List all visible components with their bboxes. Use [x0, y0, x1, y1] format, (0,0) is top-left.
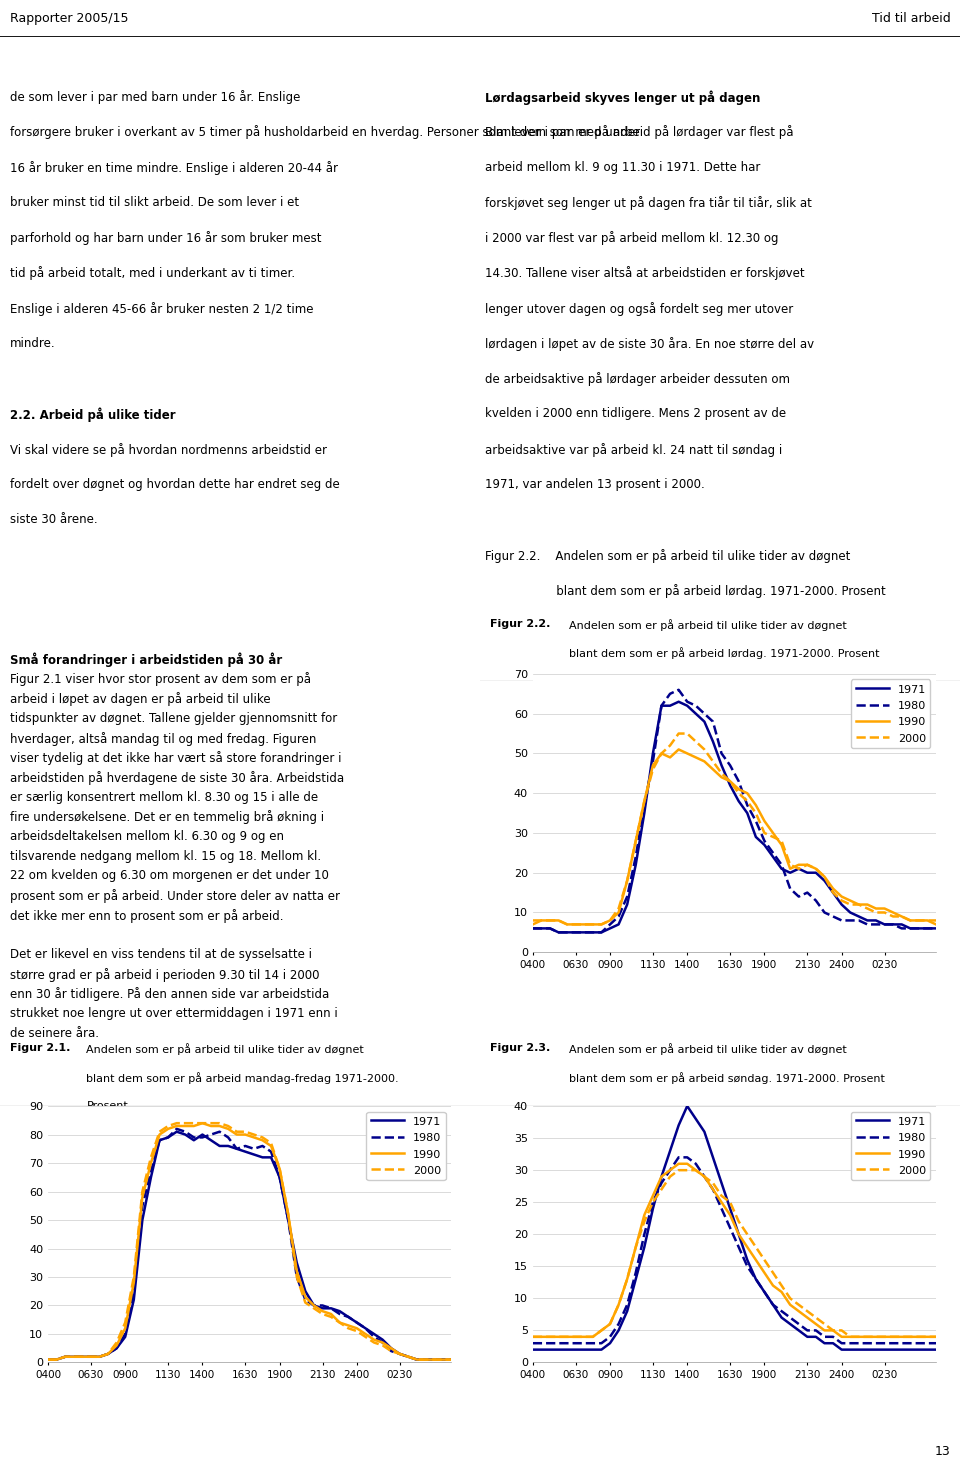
Legend: 1971, 1980, 1990, 2000: 1971, 1980, 1990, 2000 — [367, 1112, 445, 1181]
Text: Figur 2.2.: Figur 2.2. — [490, 618, 550, 628]
Text: forskjøvet seg lenger ut på dagen fra tiår til tiår, slik at: forskjøvet seg lenger ut på dagen fra ti… — [485, 196, 811, 209]
Text: arbeidstiden på hverdagene de siste 30 åra. Arbeidstida: arbeidstiden på hverdagene de siste 30 å… — [10, 771, 344, 785]
Text: Figur 2.1 viser hvor stor prosent av dem som er på: Figur 2.1 viser hvor stor prosent av dem… — [10, 672, 311, 687]
Text: tilsvarende nedgang mellom kl. 15 og 18. Mellom kl.: tilsvarende nedgang mellom kl. 15 og 18.… — [10, 850, 321, 863]
Text: Blant dem som er på arbeid på lørdager var flest på: Blant dem som er på arbeid på lørdager v… — [485, 126, 793, 139]
Text: fordelt over døgnet og hvordan dette har endret seg de: fordelt over døgnet og hvordan dette har… — [10, 478, 339, 491]
Text: 13: 13 — [935, 1446, 950, 1458]
Text: fire undersøkelsene. Det er en temmelig brå økning i: fire undersøkelsene. Det er en temmelig … — [10, 810, 324, 825]
Text: Rapporter 2005/15: Rapporter 2005/15 — [10, 12, 128, 25]
Text: Små forandringer i arbeidstiden på 30 år: Små forandringer i arbeidstiden på 30 år — [10, 653, 282, 668]
Text: lenger utover dagen og også fordelt seg mer utover: lenger utover dagen og også fordelt seg … — [485, 302, 793, 315]
Text: kvelden i 2000 enn tidligere. Mens 2 prosent av de: kvelden i 2000 enn tidligere. Mens 2 pro… — [485, 407, 786, 420]
Text: blant dem som er på arbeid søndag. 1971-2000. Prosent: blant dem som er på arbeid søndag. 1971-… — [568, 1072, 885, 1084]
Text: de seinere åra.: de seinere åra. — [10, 1027, 99, 1040]
Text: 16 år bruker en time mindre. Enslige i alderen 20-44 år: 16 år bruker en time mindre. Enslige i a… — [10, 161, 338, 174]
Text: 1971, var andelen 13 prosent i 2000.: 1971, var andelen 13 prosent i 2000. — [485, 478, 705, 491]
Text: de arbeidsaktive på lørdager arbeider dessuten om: de arbeidsaktive på lørdager arbeider de… — [485, 372, 790, 387]
Text: blant dem som er på arbeid mandag-fredag 1971-2000.: blant dem som er på arbeid mandag-fredag… — [86, 1072, 399, 1084]
Text: lørdagen i løpet av de siste 30 åra. En noe større del av: lørdagen i løpet av de siste 30 åra. En … — [485, 337, 814, 352]
Text: viser tydelig at det ikke har vært så store forandringer i: viser tydelig at det ikke har vært så st… — [10, 752, 341, 765]
Text: bruker minst tid til slikt arbeid. De som lever i et: bruker minst tid til slikt arbeid. De so… — [10, 196, 299, 209]
Text: parforhold og har barn under 16 år som bruker mest: parforhold og har barn under 16 år som b… — [10, 231, 321, 245]
Text: de som lever i par med barn under 16 år. Enslige: de som lever i par med barn under 16 år.… — [10, 91, 300, 104]
Text: Vi skal videre se på hvordan nordmenns arbeidstid er: Vi skal videre se på hvordan nordmenns a… — [10, 442, 326, 457]
Text: arbeidsaktive var på arbeid kl. 24 natt til søndag i: arbeidsaktive var på arbeid kl. 24 natt … — [485, 442, 782, 457]
Text: Figur 2.3.: Figur 2.3. — [490, 1043, 550, 1053]
Text: Det er likevel en viss tendens til at de sysselsatte i: Det er likevel en viss tendens til at de… — [10, 948, 312, 961]
Text: prosent som er på arbeid. Under store deler av natta er: prosent som er på arbeid. Under store de… — [10, 889, 340, 902]
Text: 22 om kvelden og 6.30 om morgenen er det under 10: 22 om kvelden og 6.30 om morgenen er det… — [10, 869, 328, 882]
Text: er særlig konsentrert mellom kl. 8.30 og 15 i alle de: er særlig konsentrert mellom kl. 8.30 og… — [10, 791, 318, 804]
Legend: 1971, 1980, 1990, 2000: 1971, 1980, 1990, 2000 — [852, 1112, 930, 1181]
Text: blant dem som er på arbeid lørdag. 1971-2000. Prosent: blant dem som er på arbeid lørdag. 1971-… — [568, 648, 879, 659]
Text: 2.2. Arbeid på ulike tider: 2.2. Arbeid på ulike tider — [10, 407, 176, 422]
Text: i 2000 var flest var på arbeid mellom kl. 12.30 og: i 2000 var flest var på arbeid mellom kl… — [485, 231, 779, 245]
Text: blant dem som er på arbeid lørdag. 1971-2000. Prosent: blant dem som er på arbeid lørdag. 1971-… — [485, 585, 885, 598]
Text: arbeid i løpet av dagen er på arbeid til ulike: arbeid i løpet av dagen er på arbeid til… — [10, 691, 270, 706]
Text: arbeid mellom kl. 9 og 11.30 i 1971. Dette har: arbeid mellom kl. 9 og 11.30 i 1971. Det… — [485, 161, 760, 174]
Text: strukket noe lengre ut over ettermiddagen i 1971 enn i: strukket noe lengre ut over ettermiddage… — [10, 1008, 337, 1020]
Text: enn 30 år tidligere. På den annen side var arbeidstida: enn 30 år tidligere. På den annen side v… — [10, 987, 329, 1002]
Text: 14.30. Tallene viser altså at arbeidstiden er forskjøvet: 14.30. Tallene viser altså at arbeidstid… — [485, 267, 804, 280]
Text: tid på arbeid totalt, med i underkant av ti timer.: tid på arbeid totalt, med i underkant av… — [10, 267, 295, 280]
Text: Enslige i alderen 45-66 år bruker nesten 2 1/2 time: Enslige i alderen 45-66 år bruker nesten… — [10, 302, 313, 315]
Text: Figur 2.1.: Figur 2.1. — [10, 1043, 70, 1053]
Text: Figur 2.2.    Andelen som er på arbeid til ulike tider av døgnet: Figur 2.2. Andelen som er på arbeid til … — [485, 548, 851, 563]
Legend: 1971, 1980, 1990, 2000: 1971, 1980, 1990, 2000 — [852, 680, 930, 749]
Text: større grad er på arbeid i perioden 9.30 til 14 i 2000: større grad er på arbeid i perioden 9.30… — [10, 968, 319, 982]
Text: Andelen som er på arbeid til ulike tider av døgnet: Andelen som er på arbeid til ulike tider… — [568, 1043, 847, 1055]
Text: mindre.: mindre. — [10, 337, 56, 350]
Text: arbeidsdeltakelsen mellom kl. 6.30 og 9 og en: arbeidsdeltakelsen mellom kl. 6.30 og 9 … — [10, 831, 283, 842]
Text: siste 30 årene.: siste 30 årene. — [10, 513, 97, 526]
Text: Prosent: Prosent — [86, 1100, 128, 1110]
Text: Tid til arbeid: Tid til arbeid — [872, 12, 950, 25]
Text: Andelen som er på arbeid til ulike tider av døgnet: Andelen som er på arbeid til ulike tider… — [568, 618, 847, 630]
Text: tidspunkter av døgnet. Tallene gjelder gjennomsnitt for: tidspunkter av døgnet. Tallene gjelder g… — [10, 712, 337, 725]
Text: forsørgere bruker i overkant av 5 timer på husholdarbeid en hverdag. Personer so: forsørgere bruker i overkant av 5 timer … — [10, 126, 639, 139]
Text: Andelen som er på arbeid til ulike tider av døgnet: Andelen som er på arbeid til ulike tider… — [86, 1043, 364, 1055]
Text: Lørdagsarbeid skyves lenger ut på dagen: Lørdagsarbeid skyves lenger ut på dagen — [485, 91, 760, 104]
Text: hverdager, altså mandag til og med fredag. Figuren: hverdager, altså mandag til og med freda… — [10, 731, 316, 746]
Text: det ikke mer enn to prosent som er på arbeid.: det ikke mer enn to prosent som er på ar… — [10, 908, 283, 923]
